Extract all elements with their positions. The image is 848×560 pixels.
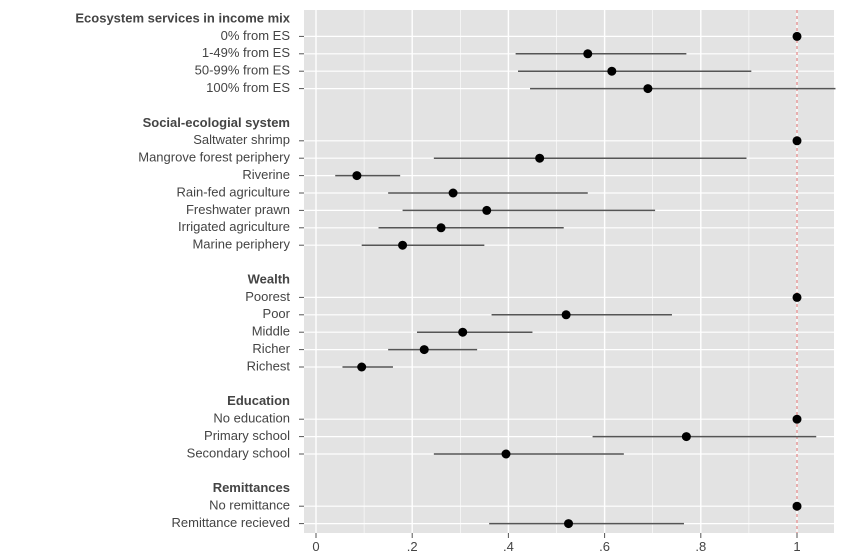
point-estimate <box>501 449 511 459</box>
row-label: Irrigated agriculture <box>178 219 290 234</box>
row-label: No remittance <box>209 498 290 513</box>
point-estimate <box>561 310 571 320</box>
point-estimate <box>357 362 367 372</box>
point-estimate <box>352 171 362 181</box>
point-estimate <box>448 188 458 198</box>
row-label: Secondary school <box>187 445 290 460</box>
row-label: 100% from ES <box>206 80 290 95</box>
row-label: Mangrove forest periphery <box>138 150 290 165</box>
row-label: Poor <box>263 306 291 321</box>
group-label: Ecosystem services in income mix <box>75 10 290 25</box>
point-estimate <box>458 327 468 337</box>
row-label: No education <box>213 411 290 426</box>
group-label: Social-ecologial system <box>143 115 290 130</box>
x-tick-label: .2 <box>407 539 418 554</box>
point-estimate <box>792 136 802 146</box>
point-estimate <box>535 153 545 163</box>
point-estimate <box>583 49 593 59</box>
x-tick-label: .8 <box>695 539 706 554</box>
row-label: 50-99% from ES <box>195 63 291 78</box>
point-estimate <box>681 432 691 442</box>
row-label: Poorest <box>245 289 290 304</box>
point-estimate <box>792 501 802 511</box>
point-estimate <box>792 31 802 41</box>
point-estimate <box>607 66 617 76</box>
data-rows: Ecosystem services in income mix 0% from … <box>75 10 836 530</box>
row-label: 0% from ES <box>221 28 291 43</box>
row-label: Remittance recieved <box>172 515 291 530</box>
row-label: Marine periphery <box>192 237 290 252</box>
group-label: Remittances <box>213 480 290 495</box>
x-tick-label: .4 <box>503 539 514 554</box>
point-estimate <box>436 223 446 233</box>
row-label: Saltwater shrimp <box>193 132 290 147</box>
row-label: Freshwater prawn <box>186 202 290 217</box>
row-label: Richest <box>247 358 291 373</box>
point-estimate <box>792 414 802 424</box>
row-label: 1-49% from ES <box>202 45 290 60</box>
x-tick-label: 0 <box>312 539 319 554</box>
row-label: Rain-fed agriculture <box>177 184 290 199</box>
row-label: Richer <box>252 341 290 356</box>
point-estimate <box>482 205 492 215</box>
group-label: Education <box>227 393 290 408</box>
plot-panel <box>304 10 834 533</box>
x-tick-label: 1 <box>793 539 800 554</box>
row-label: Riverine <box>242 167 290 182</box>
group-label: Wealth <box>248 271 290 286</box>
x-axis: 0 .2 .4 .6 .8 1 <box>312 533 801 554</box>
point-estimate <box>419 345 429 355</box>
point-estimate <box>643 84 653 94</box>
point-estimate <box>564 519 574 529</box>
row-label: Middle <box>252 324 290 339</box>
point-estimate <box>398 240 408 250</box>
row-label: Primary school <box>204 428 290 443</box>
point-estimate <box>792 292 802 302</box>
x-tick-label: .6 <box>599 539 610 554</box>
